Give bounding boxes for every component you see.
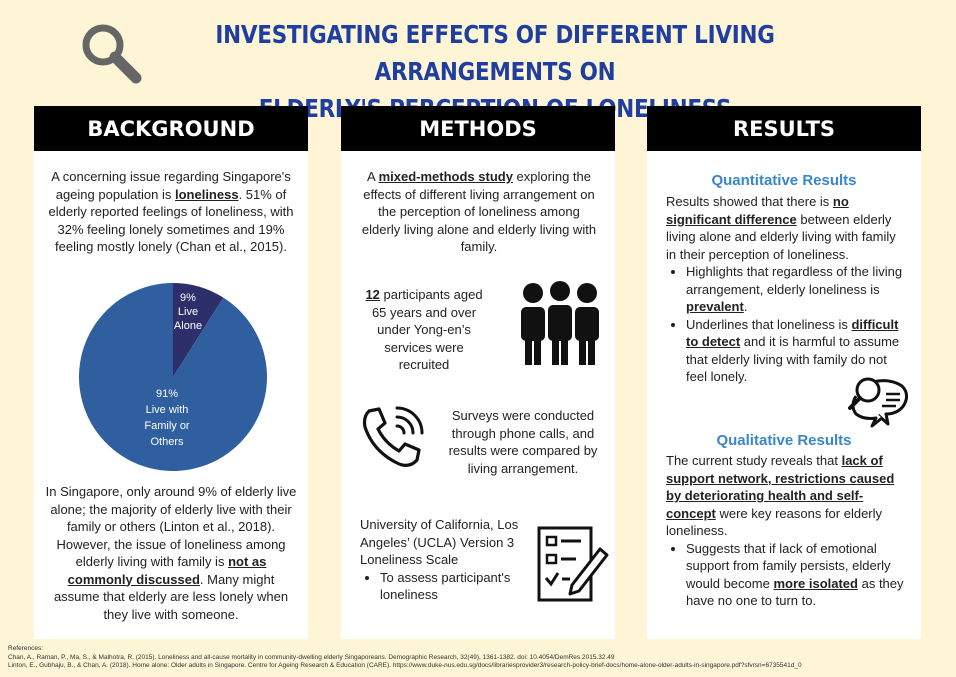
header-methods: METHODS <box>341 106 615 151</box>
background-intro: A concerning issue regarding Singapore's… <box>48 169 294 254</box>
pie-slice-live-alone <box>173 283 224 377</box>
pie-slice-live-with-family <box>79 283 267 471</box>
quantitative-results-list: Highlights that regardless of the living… <box>666 263 906 386</box>
living-arrangement-pie-chart: 9% Live Alone 91% Live with Family or Ot… <box>79 283 267 471</box>
header-results: RESULTS <box>647 106 921 151</box>
people-group-icon <box>521 281 599 365</box>
phone-call-icon <box>362 406 424 467</box>
magnifier-icon <box>82 24 142 84</box>
qualitative-results-title: Qualitative Results <box>716 432 852 449</box>
quantitative-results-title: Quantitative Results <box>711 172 857 189</box>
quantitative-results-text: Results showed that there is no signific… <box>666 193 906 386</box>
quantitative-results-summary: Results showed that there is no signific… <box>666 194 896 262</box>
result-bullet-prevalent: Highlights that regardless of the living… <box>686 263 906 316</box>
pie-label-family-or: Family or <box>144 420 190 432</box>
references-label: References: <box>8 645 44 652</box>
checklist-icon <box>537 526 609 602</box>
pie-label-others: Others <box>150 436 184 448</box>
reference-2: Linton, E., Gubhaju, B., & Chan, A. (201… <box>8 662 802 670</box>
methods-participants: 12 participants aged 65 years and over u… <box>365 287 483 372</box>
references: References: Chan, A., Raman, P., Ma, S.,… <box>8 645 802 671</box>
pie-label-9-pct: 9% <box>180 292 196 304</box>
methods-scale: University of California, Los Angeles’ (… <box>360 516 532 604</box>
result-bullet-isolated: Suggests that if lack of emotional suppo… <box>686 540 906 610</box>
pie-label-live-with: Live with <box>146 404 189 416</box>
qualitative-results-list: Suggests that if lack of emotional suppo… <box>666 540 906 610</box>
pie-label-91-pct: 91% <box>156 388 178 400</box>
methods-surveys: Surveys were conducted through phone cal… <box>448 408 598 476</box>
header-background: BACKGROUND <box>34 106 308 151</box>
methods-scale-bullet: To assess participant's loneliness <box>380 569 532 604</box>
reference-1: Chan, A., Raman, P., Ma, S., & Malhotra,… <box>8 653 615 661</box>
pie-label-alone: Alone <box>174 320 202 332</box>
pie-label-live: Live <box>178 306 198 318</box>
chat-search-icon <box>848 377 909 428</box>
background-paragraph-2: In Singapore, only around 9% of elderly … <box>45 484 297 622</box>
result-bullet-difficult: Underlines that loneliness is difficult … <box>686 316 906 386</box>
qualitative-results-summary: The current study reveals that lack of s… <box>666 453 895 538</box>
methods-scale-list: To assess participant's loneliness <box>360 569 532 604</box>
title-line-1: INVESTIGATING EFFECTS OF DIFFERENT LIVIN… <box>215 20 775 86</box>
methods-intro: A mixed-methods study exploring the effe… <box>361 169 597 254</box>
qualitative-results-text: The current study reveals that lack of s… <box>666 452 906 610</box>
